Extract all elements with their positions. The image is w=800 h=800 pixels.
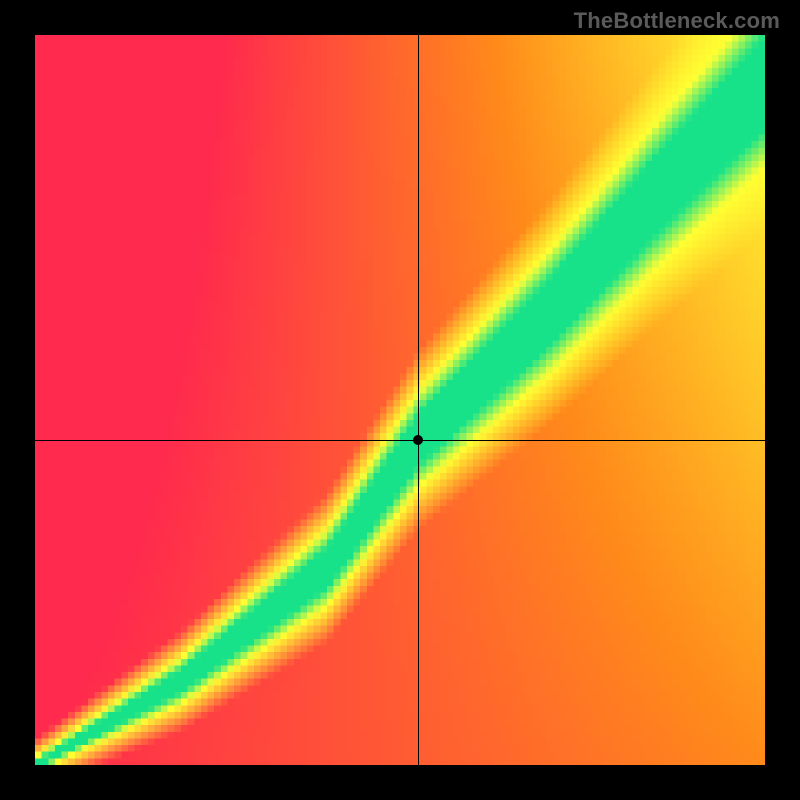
watermark-text: TheBottleneck.com	[574, 8, 780, 34]
crosshair-marker-dot	[413, 435, 423, 445]
crosshair-vertical	[418, 35, 419, 765]
heatmap-plot	[35, 35, 765, 765]
heatmap-canvas	[35, 35, 765, 765]
crosshair-horizontal	[35, 440, 765, 441]
